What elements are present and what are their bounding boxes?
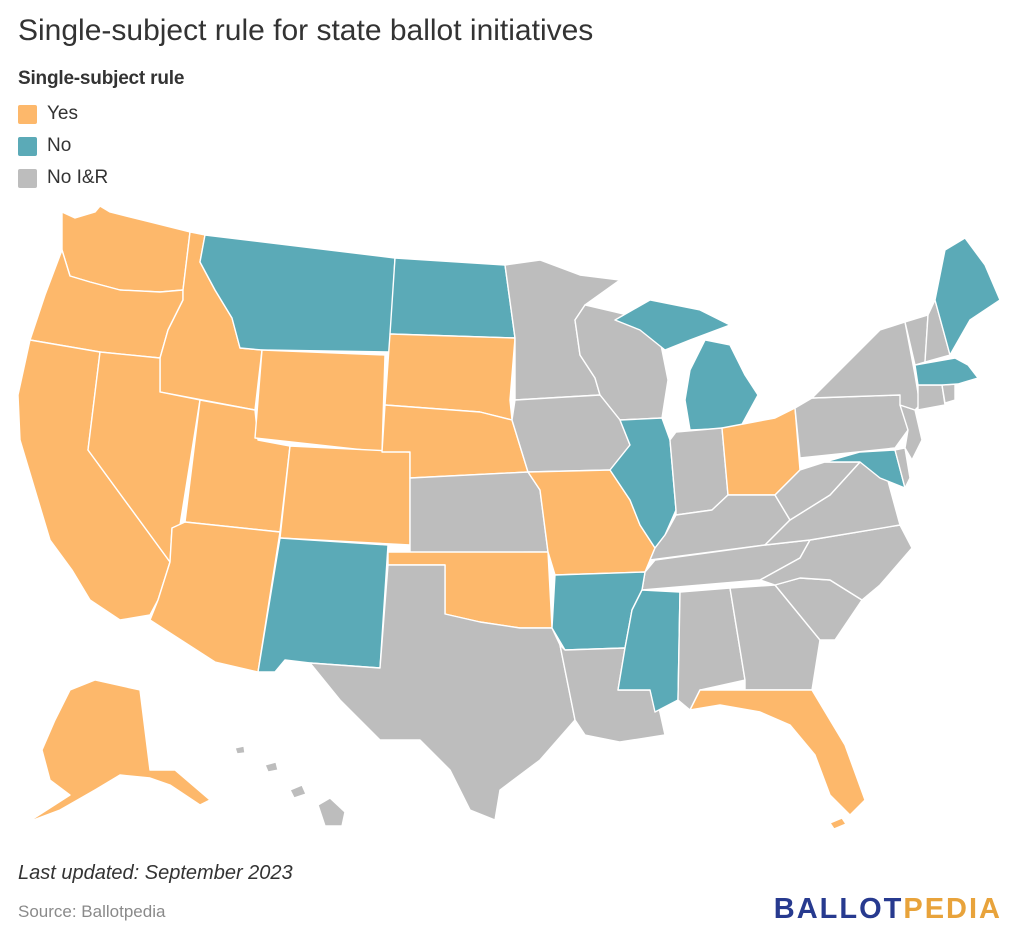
legend-title: Single-subject rule	[18, 68, 185, 89]
state-colorado[interactable]	[279, 445, 411, 546]
state-kansas[interactable]	[409, 471, 549, 554]
state-rhode-island[interactable]	[941, 383, 956, 404]
ballotpedia-logo: BALLOTPEDIA	[774, 893, 1002, 926]
state-hawaii-kauai[interactable]	[234, 745, 246, 755]
legend-item-no-ir: No I&R	[18, 162, 184, 194]
state-maine[interactable]	[934, 237, 1001, 356]
state-hawaii-oahu[interactable]	[264, 761, 279, 773]
state-hawaii-maui[interactable]	[289, 784, 307, 799]
us-state-map	[17, 205, 1001, 830]
state-delaware[interactable]	[894, 447, 911, 489]
state-north-carolina[interactable]	[759, 524, 913, 601]
state-indiana[interactable]	[669, 427, 729, 516]
legend-label-no-ir: No I&R	[47, 167, 109, 188]
legend-swatch-yes	[18, 104, 37, 124]
state-pennsylvania[interactable]	[794, 394, 909, 459]
legend-swatch-no-ir	[18, 168, 37, 188]
state-new-mexico[interactable]	[257, 537, 389, 673]
logo-part-ballot: BALLOT	[773, 893, 904, 925]
legend: Single-subject rule Yes No No I&R	[18, 68, 184, 194]
state-massachusetts[interactable]	[914, 357, 979, 386]
state-alaska[interactable]	[27, 679, 211, 823]
state-michigan-lower[interactable]	[684, 339, 759, 431]
legend-label-yes: Yes	[47, 103, 78, 124]
state-mississippi[interactable]	[617, 589, 681, 713]
state-michigan-upper[interactable]	[614, 299, 731, 351]
state-florida[interactable]	[689, 689, 866, 816]
state-hawaii[interactable]	[317, 797, 346, 827]
last-updated: Last updated: September 2023	[18, 862, 293, 884]
state-florida-keys[interactable]	[829, 817, 847, 830]
state-new-york[interactable]	[811, 321, 921, 411]
state-north-dakota[interactable]	[389, 257, 516, 339]
chart-title: Single-subject rule for state ballot ini…	[18, 14, 594, 47]
state-texas[interactable]	[309, 564, 576, 821]
legend-item-no: No	[18, 130, 184, 162]
legend-label-no: No	[47, 135, 72, 156]
legend-item-yes: Yes	[18, 98, 184, 130]
state-connecticut[interactable]	[917, 384, 946, 411]
logo-part-pedia: PEDIA	[903, 893, 1002, 925]
state-wyoming[interactable]	[254, 349, 386, 453]
source-note: Source: Ballotpedia	[18, 902, 166, 921]
legend-swatch-no	[18, 136, 37, 156]
